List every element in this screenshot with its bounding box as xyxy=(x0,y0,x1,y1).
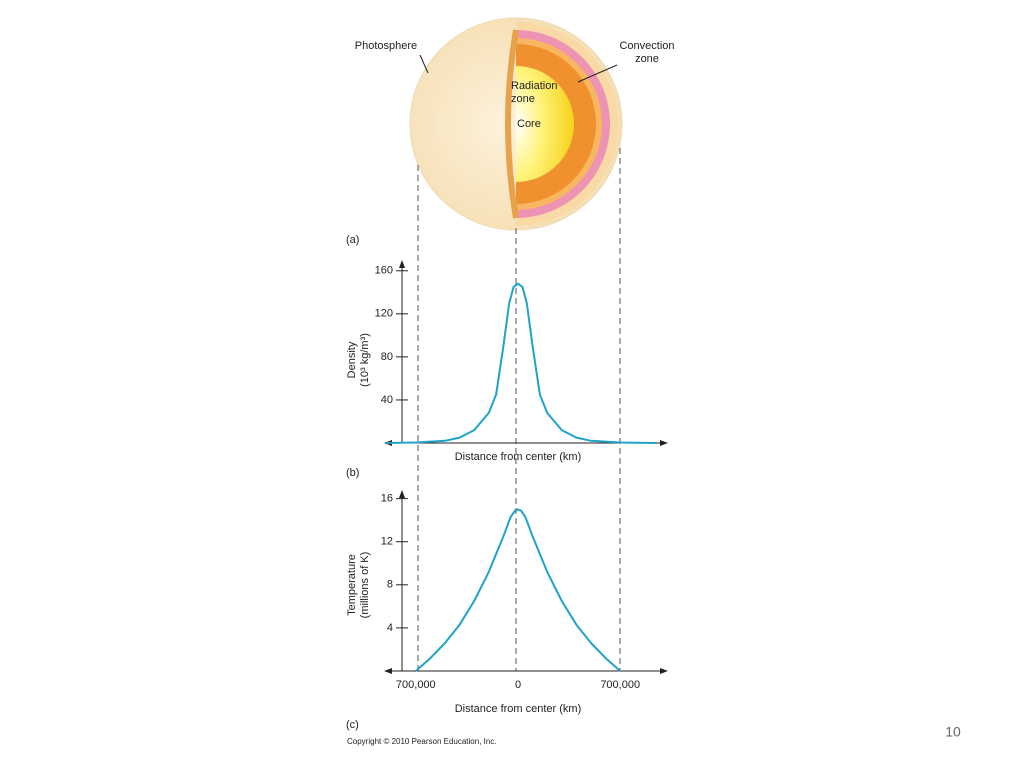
label: Radiation xyxy=(511,80,557,92)
y-tick-label: 8 xyxy=(387,579,393,591)
x-axis-label: Distance from center (km) xyxy=(455,703,582,715)
data-line xyxy=(415,508,621,672)
y-axis-label: Temperature xyxy=(346,554,358,616)
data-line xyxy=(386,282,657,444)
label: zone xyxy=(635,53,659,65)
label: Core xyxy=(517,118,541,130)
y-tick-label: 16 xyxy=(381,493,393,505)
panel-label: (c) xyxy=(346,719,359,731)
y-axis-label: (millions of K) xyxy=(359,552,371,619)
arrow xyxy=(399,490,405,498)
arrow xyxy=(660,440,668,446)
label: zone xyxy=(511,93,535,105)
y-tick-label: 80 xyxy=(381,351,393,363)
y-tick-label: 40 xyxy=(381,394,393,406)
arrow xyxy=(660,668,668,674)
copyright: Copyright © 2010 Pearson Education, Inc. xyxy=(347,737,497,746)
panel-label: (a) xyxy=(346,234,359,246)
y-axis-label: (10³ kg/m³) xyxy=(359,333,371,387)
x-tick-label: 700,000 xyxy=(396,679,436,691)
y-axis-label: Density xyxy=(346,341,358,378)
arrow xyxy=(384,668,392,674)
y-tick-label: 160 xyxy=(375,265,393,277)
sun-diagram: Photosphere Convection zone Radiation zo… xyxy=(355,17,675,231)
y-tick-label: 12 xyxy=(381,536,393,548)
panel-label: (b) xyxy=(346,467,359,479)
y-tick-label: 4 xyxy=(387,622,393,634)
x-axis-label: Distance from center (km) xyxy=(455,451,582,463)
leader-line xyxy=(577,64,618,83)
leader-line xyxy=(419,54,429,74)
y-tick-label: 120 xyxy=(375,308,393,320)
x-tick-label: 700,000 xyxy=(600,679,640,691)
radiation-core xyxy=(516,66,574,182)
x-tick-label: 0 xyxy=(515,679,521,691)
cut-edge xyxy=(505,29,519,219)
slide-number: 10 xyxy=(945,724,961,740)
label: Photosphere xyxy=(355,40,417,52)
arrow xyxy=(399,260,405,268)
label: Convection xyxy=(619,40,674,52)
